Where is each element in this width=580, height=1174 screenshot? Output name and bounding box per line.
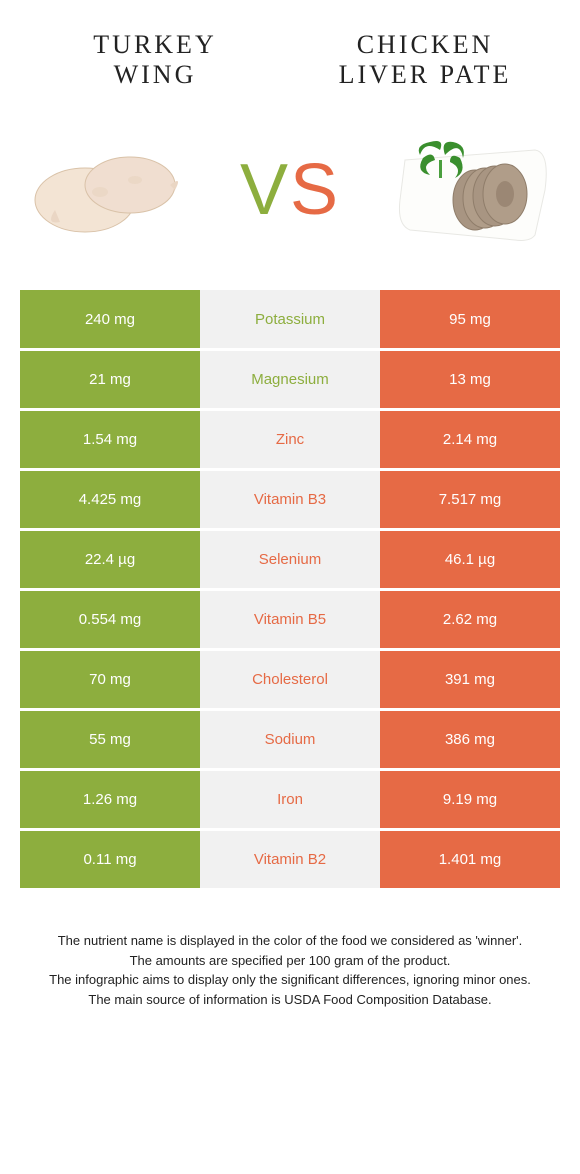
value-left: 240 mg [20, 290, 200, 350]
header: TURKEY WING CHICKEN LIVER PATE [0, 0, 580, 100]
value-left: 0.554 mg [20, 590, 200, 650]
nutrient-table: 240 mgPotassium95 mg21 mgMagnesium13 mg1… [20, 290, 560, 892]
nutrient-name: Selenium [200, 530, 380, 590]
value-left: 55 mg [20, 710, 200, 770]
value-right: 386 mg [380, 710, 560, 770]
value-right: 2.14 mg [380, 410, 560, 470]
value-left: 0.11 mg [20, 830, 200, 890]
table-row: 4.425 mgVitamin B37.517 mg [20, 470, 560, 530]
title-left-line2: WING [20, 60, 290, 90]
footer-line3: The infographic aims to display only the… [20, 970, 560, 990]
value-right: 46.1 µg [380, 530, 560, 590]
food-image-left [20, 120, 200, 260]
value-left: 4.425 mg [20, 470, 200, 530]
table-row: 1.26 mgIron9.19 mg [20, 770, 560, 830]
nutrient-name: Vitamin B5 [200, 590, 380, 650]
food-image-right [380, 120, 560, 260]
vs-v: V [240, 150, 290, 230]
value-left: 1.54 mg [20, 410, 200, 470]
value-right: 391 mg [380, 650, 560, 710]
value-right: 7.517 mg [380, 470, 560, 530]
value-right: 1.401 mg [380, 830, 560, 890]
footer-line1: The nutrient name is displayed in the co… [20, 931, 560, 951]
nutrient-name: Sodium [200, 710, 380, 770]
table-row: 70 mgCholesterol391 mg [20, 650, 560, 710]
title-right-line1: CHICKEN [290, 30, 560, 60]
value-right: 13 mg [380, 350, 560, 410]
title-right: CHICKEN LIVER PATE [290, 30, 560, 90]
footer: The nutrient name is displayed in the co… [20, 891, 560, 1009]
nutrient-name: Vitamin B2 [200, 830, 380, 890]
value-left: 21 mg [20, 350, 200, 410]
value-right: 2.62 mg [380, 590, 560, 650]
nutrient-name: Magnesium [200, 350, 380, 410]
table-row: 21 mgMagnesium13 mg [20, 350, 560, 410]
value-right: 95 mg [380, 290, 560, 350]
nutrient-name: Cholesterol [200, 650, 380, 710]
title-right-line2: LIVER PATE [290, 60, 560, 90]
vs-s: S [290, 150, 340, 230]
value-left: 22.4 µg [20, 530, 200, 590]
table-row: 240 mgPotassium95 mg [20, 290, 560, 350]
title-left-line1: TURKEY [20, 30, 290, 60]
footer-line4: The main source of information is USDA F… [20, 990, 560, 1010]
value-left: 1.26 mg [20, 770, 200, 830]
nutrient-name: Vitamin B3 [200, 470, 380, 530]
value-left: 70 mg [20, 650, 200, 710]
title-left: TURKEY WING [20, 30, 290, 90]
vs-row: VS [0, 100, 580, 290]
table-row: 1.54 mgZinc2.14 mg [20, 410, 560, 470]
vs-label: VS [240, 149, 340, 231]
table-row: 0.11 mgVitamin B21.401 mg [20, 830, 560, 890]
value-right: 9.19 mg [380, 770, 560, 830]
table-row: 22.4 µgSelenium46.1 µg [20, 530, 560, 590]
table-row: 55 mgSodium386 mg [20, 710, 560, 770]
footer-line2: The amounts are specified per 100 gram o… [20, 951, 560, 971]
nutrient-name: Iron [200, 770, 380, 830]
nutrient-name: Potassium [200, 290, 380, 350]
table-row: 0.554 mgVitamin B52.62 mg [20, 590, 560, 650]
nutrient-name: Zinc [200, 410, 380, 470]
